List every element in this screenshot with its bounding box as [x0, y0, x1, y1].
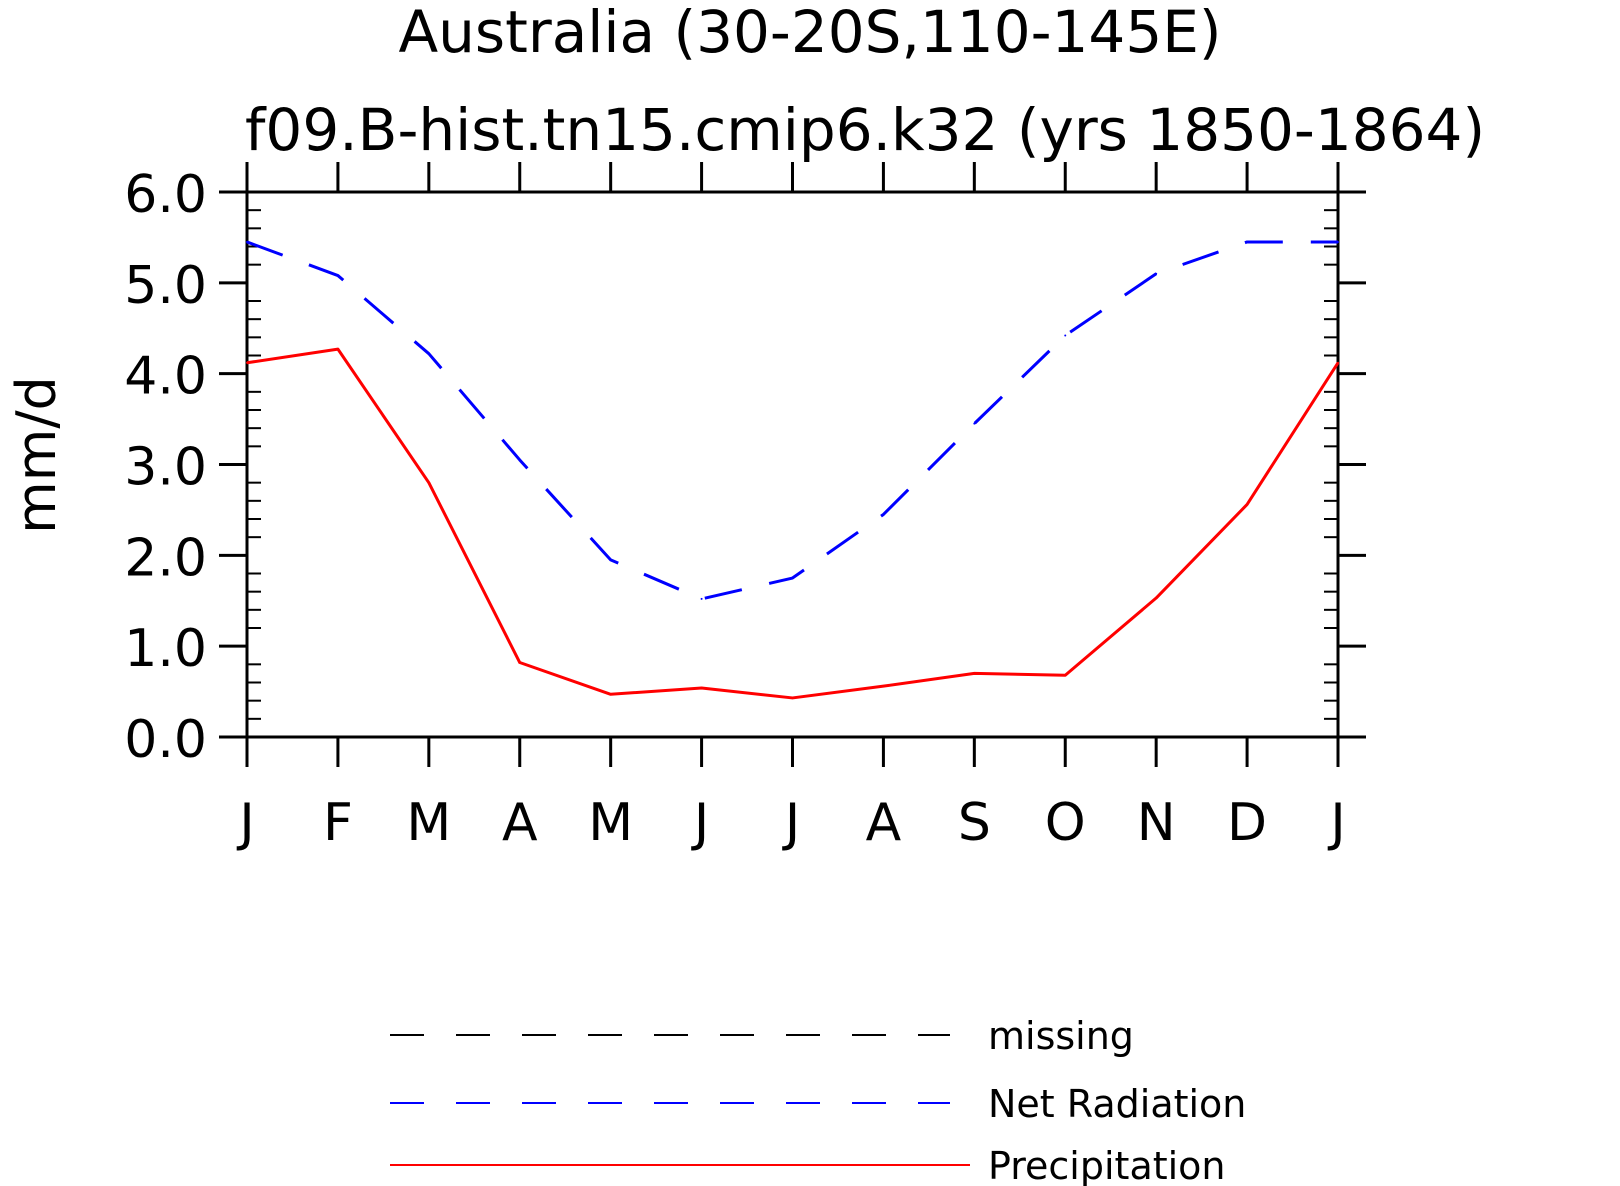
- data-point-precipitation: [246, 361, 248, 364]
- data-point-net-radiation: [973, 422, 976, 425]
- data-point-precipitation: [1246, 503, 1249, 506]
- legend-label-missing: missing: [988, 1014, 1134, 1058]
- chart-title: Australia (30-20S,110-145E): [398, 0, 1221, 66]
- y-tick-label: 2.0: [124, 528, 207, 588]
- series-line-net-radiation: [246, 240, 1338, 601]
- chart-subtitle: f09.B-hist.tn15.cmip6.k32 (yrs 1850-1864…: [245, 96, 1485, 164]
- data-point-precipitation: [700, 686, 703, 689]
- y-tick-label: 1.0: [124, 619, 207, 679]
- legend: missing Net Radiation Precipitation: [390, 1014, 1246, 1186]
- data-point-precipitation: [791, 696, 794, 699]
- x-tick-label: J: [1327, 793, 1345, 853]
- data-point-net-radiation: [1064, 334, 1067, 337]
- data-point-net-radiation: [518, 458, 521, 461]
- data-point-net-radiation: [427, 352, 430, 355]
- data-point-net-radiation: [1155, 272, 1158, 275]
- data-point-precipitation: [609, 693, 612, 696]
- y-tick-label: 5.0: [124, 256, 207, 316]
- series-layer: [246, 240, 1340, 700]
- data-point-precipitation: [427, 481, 430, 484]
- y-tick-label: 3.0: [124, 438, 207, 498]
- x-tick-label: A: [866, 793, 902, 853]
- x-tick-label: O: [1045, 793, 1086, 853]
- data-point-precipitation: [336, 348, 339, 351]
- y-tick-label: 4.0: [124, 347, 207, 407]
- data-point-precipitation: [882, 685, 885, 688]
- data-point-net-radiation: [1337, 240, 1339, 243]
- data-point-net-radiation: [246, 240, 248, 243]
- x-tick-label: J: [782, 793, 800, 853]
- data-point-net-radiation: [609, 558, 612, 561]
- x-tick-label: D: [1227, 793, 1267, 853]
- data-point-net-radiation: [791, 577, 794, 580]
- axes: 0.01.02.03.04.05.06.0J F M A M J J A S O N D J: [124, 162, 1366, 853]
- y-axis-label: mm/d: [5, 376, 68, 534]
- data-point-precipitation: [1064, 674, 1067, 677]
- data-point-net-radiation: [1246, 240, 1249, 243]
- x-tick-label: J: [236, 793, 254, 853]
- data-point-net-radiation: [700, 597, 703, 600]
- y-tick-label: 0.0: [124, 710, 207, 770]
- series-line-precipitation: [246, 347, 1340, 700]
- legend-label-precipitation: Precipitation: [988, 1144, 1226, 1186]
- data-point-precipitation: [1337, 361, 1339, 364]
- data-point-precipitation: [518, 661, 521, 664]
- y-tick-label: 6.0: [124, 165, 207, 225]
- data-point-precipitation: [1155, 597, 1158, 600]
- x-tick-label: N: [1137, 793, 1176, 853]
- x-tick-label: A: [502, 793, 538, 853]
- x-tick-label: J: [691, 793, 709, 853]
- x-tick-label: F: [323, 793, 353, 853]
- plot-frame: [245, 190, 1340, 739]
- legend-label-net-radiation: Net Radiation: [988, 1082, 1246, 1126]
- x-tick-label: S: [958, 793, 991, 853]
- data-point-precipitation: [973, 672, 976, 675]
- x-tick-label: M: [406, 793, 451, 853]
- x-tick-label: M: [588, 793, 633, 853]
- data-point-net-radiation: [336, 274, 339, 277]
- data-point-net-radiation: [882, 513, 885, 516]
